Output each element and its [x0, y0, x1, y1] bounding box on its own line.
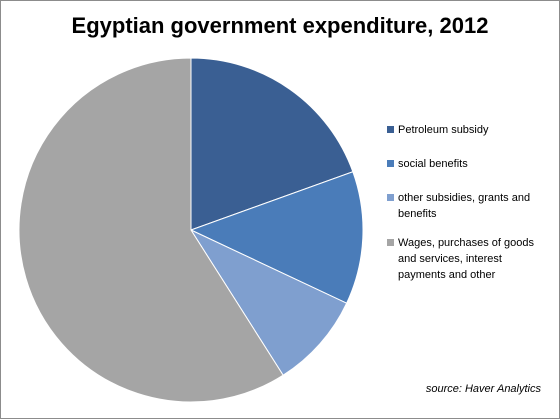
legend-label: Petroleum subsidy — [398, 124, 489, 136]
pie-slice-petroleum-subsidy — [190, 57, 354, 231]
legend-label: Wages, purchases of goods and services, … — [398, 237, 534, 281]
legend-label: other subsidies, grants and benefits — [398, 192, 531, 220]
legend-item-social-benefits: social benefits — [387, 156, 552, 172]
legend: Petroleum subsidy social benefits other … — [387, 122, 552, 301]
legend-swatch — [387, 239, 394, 246]
legend-swatch — [387, 194, 394, 201]
pie-slice-other-subsidies — [189, 228, 348, 376]
legend-swatch — [387, 126, 394, 133]
legend-item-wages: Wages, purchases of goods and services, … — [387, 235, 552, 283]
legend-label: social benefits — [398, 158, 468, 170]
legend-item-petroleum-subsidy: Petroleum subsidy — [387, 122, 552, 138]
pie-slice-social-benefits — [189, 171, 364, 304]
legend-item-other-subsidies: other subsidies, grants and benefits — [387, 190, 552, 222]
source-note: source: Haver Analytics — [425, 383, 541, 395]
chart-title: Egyptian government expenditure, 2012 — [71, 13, 489, 38]
pie-slice-wages-and-other — [18, 57, 284, 403]
legend-swatch — [387, 160, 394, 167]
